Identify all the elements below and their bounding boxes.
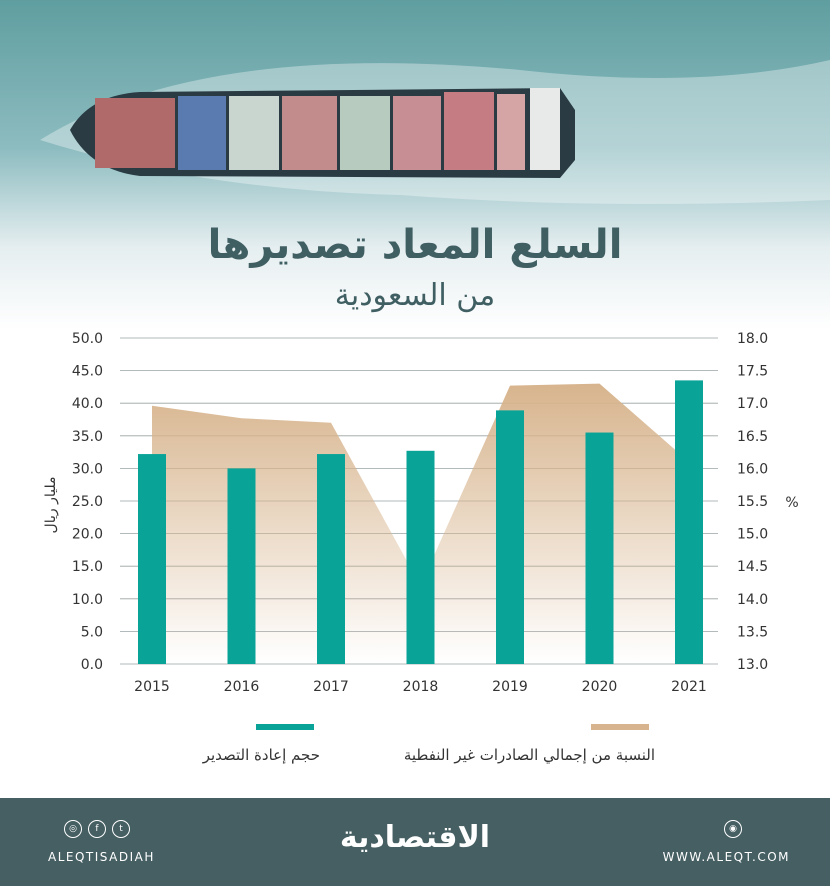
y2-tick-label: 14.5 bbox=[737, 559, 768, 575]
y2-tick-label: 17.5 bbox=[737, 364, 768, 380]
y-tick-label: 25.0 bbox=[72, 494, 103, 510]
y-tick-label: 45.0 bbox=[72, 364, 103, 380]
legend-bars: حجم إعادة التصدير bbox=[180, 724, 320, 784]
y-tick-label: 40.0 bbox=[72, 396, 103, 412]
y2-tick-label: 15.0 bbox=[737, 527, 768, 543]
chart-title: السلع المعاد تصديرها bbox=[207, 222, 623, 268]
globe-icon[interactable]: ◉ bbox=[724, 820, 742, 838]
instagram-icon[interactable]: ◎ bbox=[64, 820, 82, 838]
right-axis-ticks: 13.0 13.5 14.0 14.5 15.0 15.5 16.0 16.5 17.0 17.5… bbox=[737, 331, 768, 673]
y2-tick-label: 16.5 bbox=[737, 429, 768, 445]
legend-area: النسبة من إجمالي الصادرات غير النفطية bbox=[370, 724, 655, 784]
y2-tick-label: 14.0 bbox=[737, 592, 768, 608]
bar bbox=[138, 454, 166, 664]
facebook-icon[interactable]: f bbox=[88, 820, 106, 838]
y-tick-label: 0.0 bbox=[81, 657, 103, 673]
bar bbox=[406, 450, 435, 664]
y2-tick-label: 18.0 bbox=[737, 331, 768, 347]
social-handle[interactable]: ALEQTISADIAH bbox=[48, 850, 155, 864]
chart-subtitle: من السعودية bbox=[334, 278, 496, 313]
left-axis-ticks: 0.0 5.0 10.0 15.0 20.0 25.0 30.0 35.0 40.0 45.0 50… bbox=[72, 331, 103, 673]
x-tick-label: 2015 bbox=[134, 679, 170, 695]
chart: 0.0 5.0 10.0 15.0 20.0 25.0 30.0 35.0 40.0 45.0 50… bbox=[43, 331, 799, 695]
y2-axis-label: % bbox=[785, 495, 798, 511]
y-tick-label: 5.0 bbox=[81, 624, 103, 640]
y-tick-label: 15.0 bbox=[72, 559, 103, 575]
y2-tick-label: 13.0 bbox=[737, 657, 768, 673]
x-tick-label: 2017 bbox=[313, 679, 349, 695]
y-tick-label: 20.0 bbox=[72, 527, 103, 543]
area-series bbox=[152, 383, 689, 664]
twitter-icon[interactable]: t bbox=[112, 820, 130, 838]
bar bbox=[496, 410, 524, 664]
legend-area-label: النسبة من إجمالي الصادرات غير النفطية bbox=[403, 746, 655, 764]
hero-ship-image bbox=[0, 0, 830, 330]
y-tick-label: 30.0 bbox=[72, 461, 103, 477]
y-tick-label: 50.0 bbox=[72, 331, 103, 347]
area-shape bbox=[152, 383, 689, 664]
bar bbox=[585, 432, 614, 664]
y-axis-label: مليار ريال bbox=[43, 477, 59, 534]
x-axis-ticks: 2015 2016 2017 2018 2019 2020 2021 bbox=[134, 679, 707, 695]
y2-tick-label: 15.5 bbox=[737, 494, 768, 510]
y-tick-label: 35.0 bbox=[72, 429, 103, 445]
y-tick-label: 10.0 bbox=[72, 592, 103, 608]
bar bbox=[227, 468, 256, 664]
legend-area-swatch bbox=[591, 724, 649, 730]
brand-logo: الاقتصادية bbox=[339, 820, 491, 855]
bar-series bbox=[138, 380, 703, 664]
legend-bars-label: حجم إعادة التصدير bbox=[202, 746, 320, 764]
bar bbox=[317, 454, 345, 664]
social-links: ◎ f t bbox=[64, 820, 130, 838]
x-tick-label: 2018 bbox=[403, 679, 439, 695]
bar bbox=[675, 380, 703, 664]
x-tick-label: 2020 bbox=[582, 679, 618, 695]
y2-tick-label: 17.0 bbox=[737, 396, 768, 412]
y2-tick-label: 16.0 bbox=[737, 461, 768, 477]
y2-tick-label: 13.5 bbox=[737, 624, 768, 640]
website-link[interactable]: WWW.ALEQT.COM bbox=[662, 850, 790, 864]
x-tick-label: 2016 bbox=[224, 679, 260, 695]
x-tick-label: 2021 bbox=[671, 679, 707, 695]
footer: ◎ f t ALEQTISADIAH الاقتصادية ◉ WWW.ALEQ… bbox=[0, 798, 830, 886]
legend-bars-swatch bbox=[256, 724, 314, 730]
x-tick-label: 2019 bbox=[492, 679, 528, 695]
